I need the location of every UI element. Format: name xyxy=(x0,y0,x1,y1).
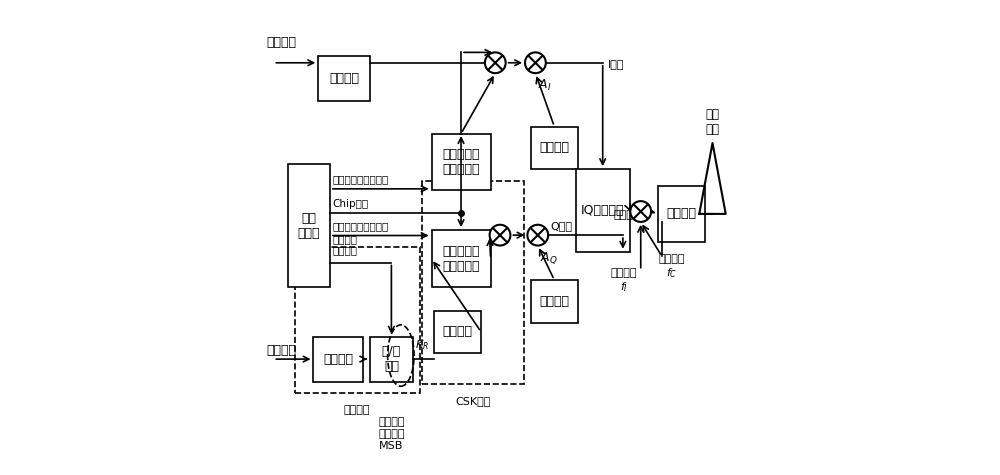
FancyBboxPatch shape xyxy=(531,126,578,169)
Text: $A_Q$: $A_Q$ xyxy=(540,250,558,266)
FancyBboxPatch shape xyxy=(576,169,630,252)
Circle shape xyxy=(490,225,510,246)
FancyBboxPatch shape xyxy=(313,337,363,381)
FancyBboxPatch shape xyxy=(318,56,370,101)
Text: 射频载波
$f_C$: 射频载波 $f_C$ xyxy=(658,254,685,280)
Circle shape xyxy=(525,52,546,73)
Text: 编码单元: 编码单元 xyxy=(344,405,370,415)
FancyBboxPatch shape xyxy=(432,133,491,190)
Text: $K_R$: $K_R$ xyxy=(415,338,429,352)
Text: 功率配比: 功率配比 xyxy=(539,141,569,154)
Text: 扩展电文
调制符号: 扩展电文 调制符号 xyxy=(378,417,405,438)
Text: 基本电文: 基本电文 xyxy=(266,36,296,49)
Text: 扩展电文
符号时钟: 扩展电文 符号时钟 xyxy=(332,234,357,256)
Text: IQ正交调制: IQ正交调制 xyxy=(581,204,624,217)
Text: 扩展电文扩
频码发生器: 扩展电文扩 频码发生器 xyxy=(442,245,480,273)
Text: 基本电文扩
频码发生器: 基本电文扩 频码发生器 xyxy=(442,148,480,176)
Text: 发射
天线: 发射 天线 xyxy=(706,108,720,136)
FancyBboxPatch shape xyxy=(531,280,578,323)
Text: 信道编码: 信道编码 xyxy=(323,352,353,366)
Circle shape xyxy=(630,201,651,222)
Text: 功率配比: 功率配比 xyxy=(539,295,569,308)
Text: 扩展电文码周期时钟: 扩展电文码周期时钟 xyxy=(332,221,389,231)
Text: 基本电文码周期时钟: 基本电文码周期时钟 xyxy=(332,174,389,184)
Text: 串/并
转换: 串/并 转换 xyxy=(382,345,401,373)
FancyBboxPatch shape xyxy=(370,337,413,381)
FancyBboxPatch shape xyxy=(432,230,491,287)
FancyBboxPatch shape xyxy=(434,311,481,353)
Text: CSK调制: CSK调制 xyxy=(455,396,491,406)
Text: 功率放大: 功率放大 xyxy=(667,208,697,220)
Text: 时序
发生器: 时序 发生器 xyxy=(298,212,320,240)
Text: 扩展电文: 扩展电文 xyxy=(266,344,296,357)
Text: MSB: MSB xyxy=(379,440,404,451)
Text: Q支路: Q支路 xyxy=(551,221,573,231)
FancyBboxPatch shape xyxy=(658,186,705,242)
Text: 相位选择: 相位选择 xyxy=(442,325,473,339)
Text: 信道编码: 信道编码 xyxy=(329,72,359,85)
FancyBboxPatch shape xyxy=(288,164,330,287)
Text: $A_I$: $A_I$ xyxy=(538,78,551,93)
Circle shape xyxy=(527,225,548,246)
Text: 上变频: 上变频 xyxy=(614,209,634,219)
Text: 中频载波
$f_I$: 中频载波 $f_I$ xyxy=(611,268,637,294)
Text: Chip时钟: Chip时钟 xyxy=(332,199,368,209)
Text: I支路: I支路 xyxy=(607,59,624,69)
Circle shape xyxy=(485,52,506,73)
